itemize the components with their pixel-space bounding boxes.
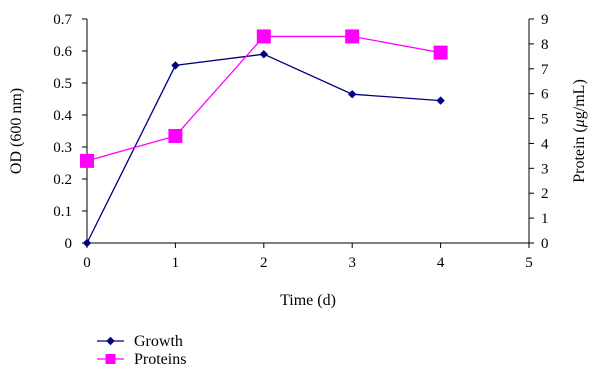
- data-point-proteins: [80, 153, 94, 168]
- y-axis-right-title-suffix: g/mL): [571, 79, 588, 119]
- series-line-growth: [86, 53, 441, 244]
- chart-series: [80, 29, 448, 248]
- legend-item-proteins: Proteins: [97, 351, 186, 368]
- x-tick-label: 2: [260, 255, 268, 271]
- y-left-tick-label: 0.6: [53, 44, 72, 60]
- y-axis-right-title-mu: μ: [571, 119, 588, 128]
- y-left-tick-label: 0.1: [53, 204, 72, 220]
- data-point-proteins: [168, 128, 183, 143]
- y-left-tick-label: 0.5: [53, 76, 72, 92]
- y-right-tick-label: 3: [541, 161, 549, 177]
- data-point-growth: [436, 96, 445, 105]
- y-axis-right-title: Protein (μg/mL): [571, 79, 588, 183]
- y-left-tick-label: 0: [65, 236, 73, 252]
- data-point-growth: [171, 61, 180, 70]
- x-tick-label: 1: [172, 255, 180, 271]
- y-left-tick-label: 0.7: [53, 12, 72, 28]
- x-tick-label: 3: [348, 255, 356, 271]
- y-left-tick-label: 0.3: [53, 140, 72, 156]
- x-tick-label: 4: [437, 255, 445, 271]
- y-axis-left-title: OD (600 nm): [8, 88, 25, 174]
- y-right-tick-label: 9: [541, 12, 549, 28]
- legend-label-proteins: Proteins: [134, 351, 186, 368]
- y-right-tick-label: 1: [541, 211, 549, 227]
- data-point-proteins: [256, 29, 271, 44]
- legend-item-growth: Growth: [97, 333, 183, 350]
- legend-marker-growth: [106, 336, 115, 346]
- x-axis-title: Time (d): [280, 292, 336, 309]
- y-right-tick-label: 2: [541, 186, 549, 202]
- y-right-tick-label: 7: [541, 62, 549, 78]
- y-left-tick-label: 0.4: [53, 108, 72, 124]
- data-point-growth: [259, 49, 269, 59]
- legend-label-growth: Growth: [134, 333, 183, 350]
- y-left-tick-label: 0.2: [53, 172, 72, 188]
- data-point-growth: [347, 89, 357, 99]
- data-point-growth: [82, 238, 92, 248]
- y-axis-right-title-prefix: Protein (: [571, 127, 588, 183]
- y-right-tick-label: 5: [541, 112, 549, 128]
- x-tick-label: 0: [83, 255, 91, 271]
- y-right-tick-label: 4: [541, 136, 549, 152]
- y-right-tick-label: 8: [541, 37, 549, 53]
- y-right-tick-label: 6: [541, 87, 549, 103]
- series-growth: [82, 49, 445, 248]
- x-tick-label: 5: [525, 255, 533, 271]
- data-point-proteins: [345, 29, 360, 44]
- series-proteins: [80, 29, 448, 168]
- legend-marker-proteins: [105, 354, 116, 364]
- data-point-proteins: [433, 45, 448, 60]
- y-right-tick-label: 0: [541, 236, 549, 252]
